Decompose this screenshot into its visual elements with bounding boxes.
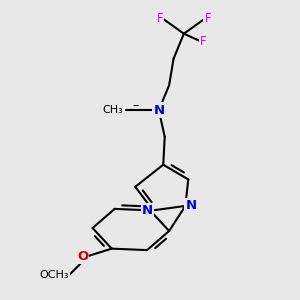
- Text: N: N: [185, 200, 197, 212]
- Text: OCH₃: OCH₃: [40, 270, 69, 280]
- Text: CH₃: CH₃: [103, 105, 124, 115]
- Text: F: F: [200, 34, 207, 48]
- Text: O: O: [77, 250, 88, 262]
- Text: N: N: [153, 104, 164, 117]
- Text: N: N: [142, 204, 153, 217]
- Text: F: F: [205, 13, 211, 26]
- Text: –: –: [132, 99, 138, 112]
- Text: F: F: [157, 13, 163, 26]
